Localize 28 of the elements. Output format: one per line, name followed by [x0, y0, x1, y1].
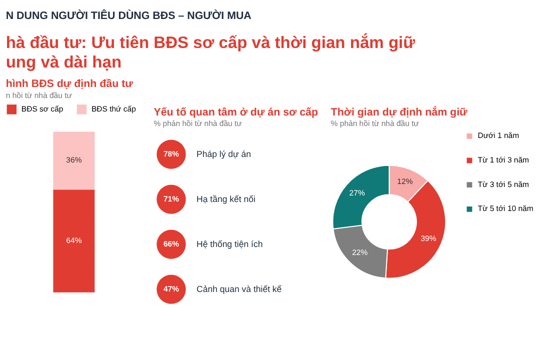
legend-label: BĐS sơ cấp — [21, 104, 64, 114]
chart-subtitle: n hồi từ nhà đầu tư — [6, 90, 72, 100]
legend-label: Dưới 1 năm — [478, 131, 520, 140]
data-label: 71% — [163, 194, 180, 204]
category-label: Hạ tầng kết nối — [196, 194, 256, 204]
chart-subtitle: % phản hồi từ nhà đầu tư — [330, 118, 419, 128]
data-label: 12% — [397, 176, 413, 186]
data-label: 64% — [66, 236, 82, 245]
data-label: 47% — [163, 284, 180, 294]
category-label: Hệ thống tiện ích — [196, 239, 263, 250]
data-label: 66% — [163, 239, 180, 248]
legend-label: Từ 1 tới 3 năm — [478, 155, 530, 164]
data-label: 39% — [420, 234, 436, 243]
text: Yếu tố quan tâm ở dự án sơ cấp — [154, 106, 318, 118]
category-label: Cảnh quan và thiết kế — [196, 284, 282, 294]
legend-label: BĐS thứ cấp — [91, 104, 136, 114]
text: % phản hồi từ nhà đầu tư — [154, 118, 242, 128]
data-label: 22% — [352, 248, 368, 257]
data-label: 27% — [349, 188, 365, 198]
chart-title: Thời gian dự định nắm giữ — [330, 105, 468, 118]
legend-label: Từ 5 tới 10 năm — [478, 204, 534, 214]
legend-label: Từ 3 tới 5 năm — [478, 180, 530, 189]
text: hà đầu tư: Ưu tiên BĐS sơ cấp và thời gian nắm giữ ung và dài hạn — [6, 33, 416, 72]
data-label: 78% — [163, 149, 180, 158]
category-label: Pháp lý dự án — [196, 149, 252, 160]
chart-title: hình BĐS dự định đầu tư — [6, 78, 134, 90]
data-label: 36% — [66, 156, 82, 165]
text: N DUNG NGƯỜI TIÊU DÙNG BĐS – NGƯỜI MUA — [6, 8, 252, 22]
